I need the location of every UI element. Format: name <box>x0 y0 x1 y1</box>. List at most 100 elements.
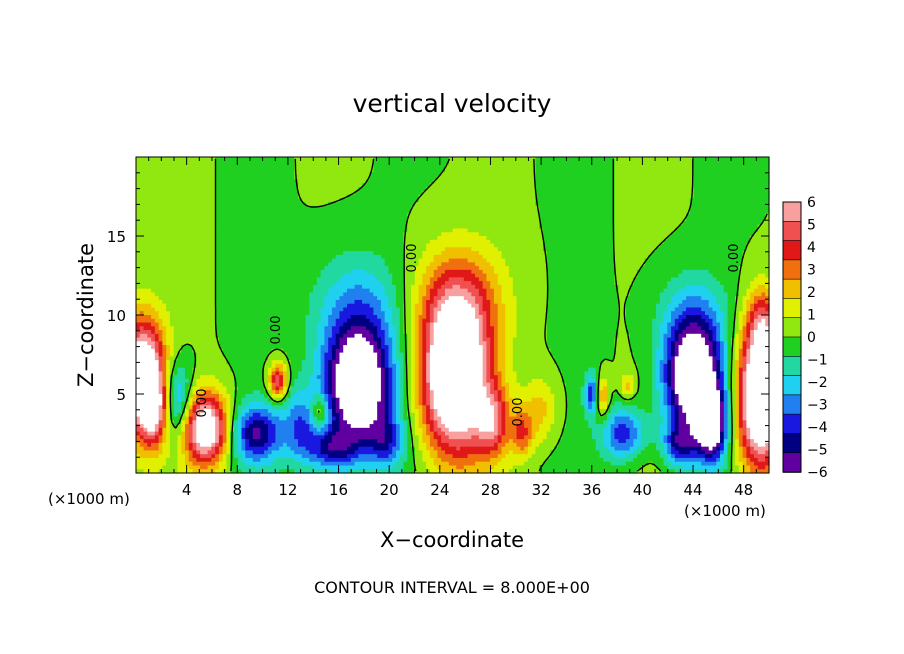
heatmap-cell <box>444 262 450 267</box>
heatmap-cell <box>139 262 145 267</box>
heatmap-cell <box>267 205 273 211</box>
heatmap-cell <box>407 239 412 245</box>
heatmap-cell <box>731 190 736 196</box>
heatmap-cell <box>143 254 148 260</box>
heatmap-cell <box>671 239 676 245</box>
heatmap-cell <box>343 160 348 166</box>
heatmap-cell <box>588 213 593 218</box>
heatmap-cell <box>260 232 265 237</box>
heatmap-cell <box>222 172 228 177</box>
heatmap-cell <box>286 209 292 215</box>
heatmap-cell <box>347 224 352 230</box>
heatmap-cell <box>143 194 148 199</box>
heatmap-cell <box>482 157 488 162</box>
heatmap-cell <box>655 164 661 169</box>
heatmap-cell <box>173 194 179 199</box>
heatmap-cell <box>527 224 533 230</box>
heatmap-cell <box>305 254 310 260</box>
heatmap-cell <box>399 236 405 241</box>
heatmap-cell <box>320 258 325 263</box>
heatmap-cell <box>554 243 559 248</box>
heatmap-cell <box>584 251 589 256</box>
heatmap-cell <box>226 232 231 237</box>
heatmap-cell <box>708 243 714 248</box>
heatmap-cell <box>290 157 295 162</box>
heatmap-cell <box>546 236 552 241</box>
heatmap-cell <box>181 198 186 203</box>
heatmap-cell <box>369 190 374 196</box>
heatmap-cell <box>249 187 254 192</box>
heatmap-cell <box>678 224 683 230</box>
heatmap-cell <box>478 183 484 188</box>
heatmap-cell <box>475 224 480 230</box>
heatmap-cell <box>569 217 574 222</box>
heatmap-cell <box>309 179 314 184</box>
heatmap-cell <box>215 266 220 271</box>
heatmap-cell <box>422 266 427 271</box>
heatmap-cell <box>188 209 194 215</box>
heatmap-cell <box>218 209 224 215</box>
heatmap-cell <box>399 194 405 199</box>
heatmap-cell <box>471 209 476 215</box>
heatmap-cell <box>524 168 529 173</box>
heatmap-cell <box>610 258 616 263</box>
heatmap-cell <box>652 187 657 192</box>
heatmap-cell <box>335 183 341 188</box>
heatmap-cell <box>731 194 736 199</box>
heatmap-cell <box>625 202 631 207</box>
heatmap-cell <box>407 262 412 267</box>
heatmap-cell <box>192 254 197 260</box>
heatmap-cell <box>282 209 288 215</box>
heatmap-cell <box>347 258 352 263</box>
heatmap-cell <box>279 172 284 177</box>
heatmap-cell <box>603 164 608 169</box>
heatmap-cell <box>279 179 284 184</box>
heatmap-cell <box>324 205 329 211</box>
heatmap-cell <box>354 205 359 211</box>
heatmap-cell <box>192 190 197 196</box>
heatmap-cell <box>693 194 699 199</box>
heatmap-cell <box>305 251 310 256</box>
heatmap-cell <box>365 247 371 252</box>
heatmap-cell <box>275 243 280 248</box>
heatmap-cell <box>655 194 661 199</box>
heatmap-cell <box>362 172 367 177</box>
heatmap-cell <box>377 198 382 203</box>
heatmap-cell <box>429 194 435 199</box>
heatmap-cell <box>203 205 209 211</box>
heatmap-cell <box>392 205 397 211</box>
heatmap-cell <box>196 254 201 260</box>
heatmap-cell <box>203 164 209 169</box>
heatmap-cell <box>599 236 604 241</box>
heatmap-cell <box>380 217 386 222</box>
heatmap-cell <box>373 157 378 162</box>
heatmap-cell <box>154 266 160 271</box>
heatmap-cell <box>765 254 770 260</box>
heatmap-cell <box>298 168 303 173</box>
heatmap-cell <box>482 239 488 245</box>
heatmap-cell <box>501 175 506 181</box>
heatmap-cell <box>757 179 763 184</box>
heatmap-cell <box>380 172 386 177</box>
heatmap-cell <box>546 247 552 252</box>
heatmap-cell <box>203 190 209 196</box>
heatmap-cell <box>761 262 766 267</box>
heatmap-cell <box>486 198 491 203</box>
heatmap-cell <box>230 179 235 184</box>
heatmap-cell <box>335 172 341 177</box>
heatmap-cell <box>245 183 250 188</box>
heatmap-cell <box>701 247 706 252</box>
heatmap-cell <box>693 243 699 248</box>
heatmap-cell <box>233 168 239 173</box>
heatmap-cell <box>569 228 574 233</box>
heatmap-cell <box>200 224 205 230</box>
heatmap-cell <box>331 175 337 181</box>
heatmap-cell <box>418 243 423 248</box>
heatmap-cell <box>640 198 646 203</box>
heatmap-cell <box>309 187 314 192</box>
heatmap-cell <box>207 247 212 252</box>
heatmap-cell <box>505 164 510 169</box>
heatmap-cell <box>388 228 393 233</box>
heatmap-cell <box>505 224 510 230</box>
heatmap-cell <box>411 190 416 196</box>
